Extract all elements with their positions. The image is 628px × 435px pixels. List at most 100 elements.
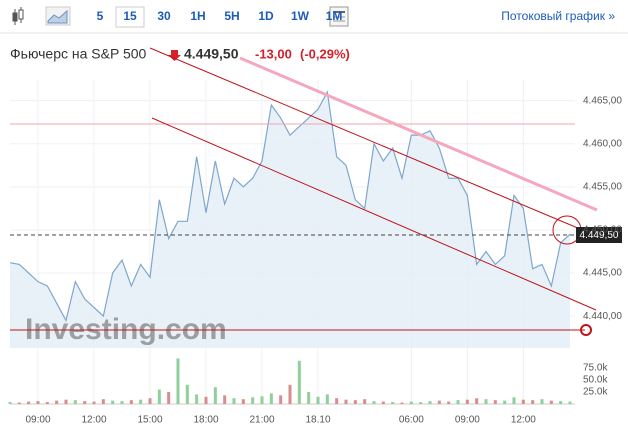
volume-bar xyxy=(73,400,77,404)
volume-bar xyxy=(456,400,460,404)
volume-bar xyxy=(531,400,535,404)
interval-button[interactable]: 1M xyxy=(326,9,343,23)
x-tick-label: 15:00 xyxy=(137,415,162,426)
volume-bar xyxy=(27,401,31,404)
volume-bar xyxy=(512,397,516,404)
volume-bar xyxy=(307,392,311,404)
volume-bar xyxy=(409,401,413,404)
price: 4.449,50 xyxy=(184,46,239,62)
volume-bar xyxy=(437,400,441,404)
volume-bar xyxy=(204,396,208,404)
volume-bar xyxy=(493,400,497,404)
instrument-title: Фьючерс на S&P 500 xyxy=(10,46,147,62)
volume-bar xyxy=(111,400,115,404)
volume-bar xyxy=(45,402,49,404)
stream-link[interactable]: Потоковый график » xyxy=(501,9,615,23)
settings-icon[interactable] xyxy=(329,6,349,27)
volume-bar xyxy=(521,399,525,404)
volume-bar xyxy=(353,400,357,404)
volume-bar xyxy=(325,394,329,404)
y-tick-label: 4.455,00 xyxy=(583,181,622,192)
volume-bar xyxy=(335,398,339,404)
volume-bar xyxy=(503,400,507,404)
interval-button[interactable]: 1D xyxy=(258,9,274,23)
volume-bar xyxy=(391,402,395,404)
price-area xyxy=(10,92,570,349)
area-icon[interactable] xyxy=(45,6,71,26)
channel-top xyxy=(149,47,593,235)
x-tick-label: 06:00 xyxy=(399,415,424,426)
interval-button[interactable]: 1H xyxy=(190,9,205,23)
volume-bar xyxy=(372,401,376,404)
volume-bar xyxy=(363,399,367,404)
volume-bar xyxy=(176,358,180,404)
down-arrow xyxy=(168,50,181,61)
drawings xyxy=(10,47,598,336)
volume-bar xyxy=(475,398,479,404)
x-tick-label: 09:00 xyxy=(455,415,480,426)
x-tick-label: 18.10 xyxy=(305,415,330,426)
volume-bar xyxy=(419,402,423,404)
volume-bar xyxy=(465,399,469,404)
interval-button[interactable]: 1W xyxy=(291,9,310,23)
interval-button[interactable]: 30 xyxy=(157,9,171,23)
change-percent: (-0,29%) xyxy=(300,46,350,61)
watermark: Investing.com xyxy=(25,313,227,346)
x-tick-label: 12:00 xyxy=(81,415,106,426)
change: -13,00 xyxy=(255,46,292,61)
volume-bar xyxy=(8,402,12,404)
volume-bar xyxy=(195,394,199,404)
y-tick-label: 4.440,00 xyxy=(583,311,622,322)
volume-bar xyxy=(92,401,96,404)
volume-bar xyxy=(241,399,245,404)
volume-bar xyxy=(101,399,105,404)
interval-button[interactable]: 15 xyxy=(123,9,137,23)
plot xyxy=(9,80,575,404)
volume-bar xyxy=(540,399,544,404)
candle-icon[interactable] xyxy=(12,7,24,25)
volume-bar xyxy=(316,396,320,404)
volume-tick-label: 25.0k xyxy=(583,387,608,398)
volume-bar xyxy=(297,360,301,404)
volume-bar xyxy=(484,399,488,404)
volume-bar xyxy=(167,392,171,404)
volume-tick-label: 75.0k xyxy=(583,363,608,374)
x-tick-label: 09:00 xyxy=(25,415,50,426)
volume-bar xyxy=(260,396,264,404)
volume-bar xyxy=(232,398,236,404)
price-line xyxy=(9,90,571,323)
volume-bar xyxy=(83,401,87,404)
volume-bar xyxy=(288,384,292,404)
trend-line xyxy=(239,56,598,212)
y-tick-label: 4.460,00 xyxy=(583,138,622,149)
volume-bar xyxy=(148,398,152,404)
x-tick-label: 12:00 xyxy=(511,415,536,426)
volume-bar xyxy=(251,397,255,404)
volume-bar xyxy=(120,401,124,404)
volume-bar xyxy=(213,387,217,404)
selected-interval xyxy=(115,6,145,28)
volume-bar xyxy=(344,399,348,404)
channel-bottom xyxy=(151,117,597,311)
y-tick-label: 4.450,00 xyxy=(583,225,622,236)
last-price-label: 4.449,50 xyxy=(580,230,619,241)
interval-button[interactable]: 5 xyxy=(97,9,104,23)
volume-bar xyxy=(17,402,21,404)
volume-bar xyxy=(400,402,404,404)
volume-bar xyxy=(64,399,68,404)
volume-bar xyxy=(157,389,161,404)
volume-bar xyxy=(279,395,283,404)
x-tick-label: 18:00 xyxy=(193,415,218,426)
volume-bar xyxy=(36,401,40,404)
last-price-box xyxy=(576,227,622,243)
volume-bar xyxy=(428,401,432,404)
volume-tick-label: 50.0k xyxy=(583,375,608,386)
volume-bar xyxy=(129,400,133,404)
volume-bar xyxy=(55,400,59,404)
y-tick-label: 4.445,00 xyxy=(583,268,622,279)
volume-bar xyxy=(549,400,553,404)
volume-bar xyxy=(559,401,563,404)
interval-button[interactable]: 5H xyxy=(224,9,239,23)
